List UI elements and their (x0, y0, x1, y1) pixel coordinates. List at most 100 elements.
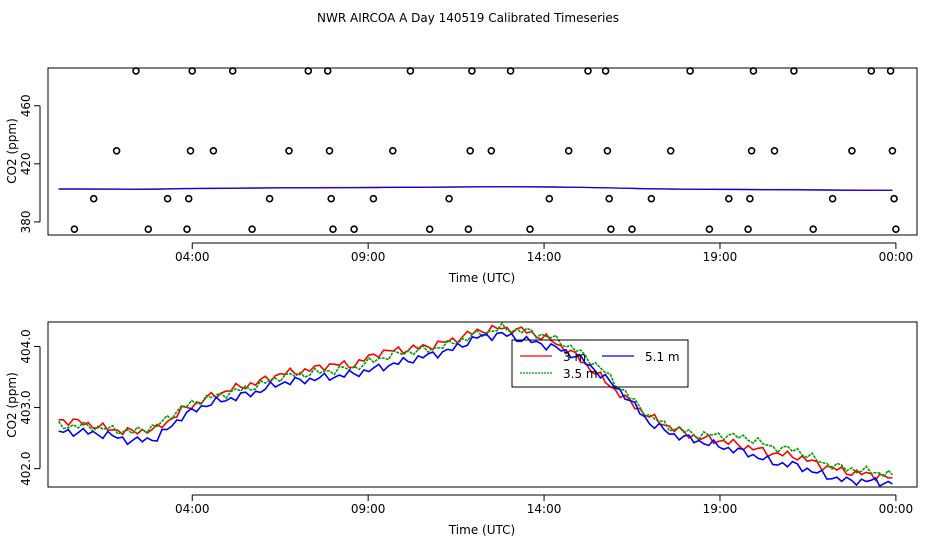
scatter-point (209, 147, 218, 155)
top-x-axis: 04:00 09:00 14:00 19:00 00:00 (175, 242, 914, 264)
bottom-series-line-35m (57, 321, 893, 479)
scatter-point (666, 147, 675, 155)
top-x-tick-label: 14:00 (527, 250, 562, 264)
scatter-point (747, 147, 756, 155)
top-y-tick-label: 420 (19, 152, 33, 175)
scatter-point (605, 194, 614, 203)
top-y-axis-label: CO2 (ppm) (5, 118, 19, 184)
bottom-y-tick-label: 404.0 (19, 329, 33, 363)
legend-label-3-5m: 3.5 m (563, 367, 598, 381)
legend: 3 m 3.5 m 5.1 m (511, 339, 689, 388)
scatter-point (350, 225, 358, 233)
scatter-point (329, 225, 337, 233)
bottom-plot-frame (47, 321, 918, 488)
scatter-point (601, 67, 610, 75)
scatter-point (487, 147, 496, 155)
top-scatter-points (70, 67, 900, 233)
scatter-point (770, 147, 779, 155)
scatter-point (265, 194, 274, 203)
top-x-tick-label: 04:00 (175, 250, 210, 264)
top-x-axis-label: Time (UTC) (448, 271, 515, 285)
top-x-tick-label: 00:00 (879, 250, 914, 264)
bottom-y-tick-label: 403.0 (19, 390, 33, 424)
scatter-point (628, 225, 636, 233)
top-plot-frame (47, 67, 918, 236)
scatter-point (70, 225, 79, 233)
top-series-line-51m (58, 186, 893, 191)
scatter-point (526, 225, 534, 233)
scatter-point (647, 194, 656, 203)
scatter-point (184, 194, 193, 203)
scatter-point (828, 194, 837, 203)
scatter-point (468, 67, 476, 75)
scatter-point (749, 67, 758, 75)
scatter-point (886, 67, 895, 75)
scatter-point (369, 194, 378, 203)
scatter-point (466, 147, 475, 155)
legend-label-3m: 3 m (563, 350, 586, 364)
scatter-point (848, 147, 856, 155)
scatter-point (506, 67, 515, 75)
legend-label-5-1m: 5.1 m (645, 350, 680, 364)
bottom-x-tick-label: 19:00 (703, 502, 738, 516)
bottom-x-tick-label: 09:00 (351, 502, 386, 516)
scatter-point (163, 194, 172, 203)
scatter-point (445, 194, 453, 203)
bottom-x-axis-label: Time (UTC) (448, 523, 515, 537)
scatter-point (464, 225, 473, 233)
bottom-y-axis: 402.0 403.0 404.0 (19, 329, 41, 486)
bottom-panel: 402.0 403.0 404.0 04:00 09:00 14:00 19:00 00:0… (5, 321, 918, 537)
scatter-point (888, 147, 897, 155)
top-x-tick-label: 09:00 (351, 250, 386, 264)
scatter-point (867, 67, 876, 75)
scatter-point (89, 194, 98, 203)
scatter-point (809, 225, 818, 233)
top-series-lines (58, 185, 893, 191)
scatter-point (406, 67, 415, 75)
scatter-point (746, 194, 754, 203)
scatter-point (724, 194, 733, 203)
bottom-x-tick-label: 00:00 (879, 502, 914, 516)
scatter-point (325, 147, 334, 155)
scatter-point (425, 225, 434, 233)
scatter-point (705, 225, 714, 233)
scatter-point (144, 225, 153, 233)
scatter-point (744, 225, 752, 233)
scatter-point (892, 225, 900, 233)
scatter-point (564, 147, 573, 155)
bottom-x-tick-label: 14:00 (527, 502, 562, 516)
bottom-x-axis: 04:00 09:00 14:00 19:00 00:00 (175, 494, 914, 516)
bottom-x-tick-label: 04:00 (175, 502, 210, 516)
top-y-tick-label: 460 (19, 94, 33, 117)
scatter-point (323, 67, 332, 75)
scatter-point (388, 147, 397, 155)
bottom-y-axis-label: CO2 (ppm) (5, 372, 19, 438)
scatter-point (132, 67, 140, 75)
bottom-y-tick-label: 402.0 (19, 451, 33, 485)
bottom-series-lines (57, 321, 893, 488)
scatter-point (112, 147, 121, 155)
bottom-series-line-3m (58, 324, 893, 482)
scatter-point (545, 194, 554, 203)
scatter-point (248, 225, 256, 233)
bottom-series-line-51m (58, 331, 893, 488)
scatter-point (186, 147, 195, 155)
scatter-point (686, 67, 694, 75)
scatter-point (603, 147, 612, 155)
scatter-point (327, 194, 336, 203)
legend-box (511, 339, 689, 388)
scatter-point (188, 67, 196, 75)
scatter-point (890, 194, 898, 203)
top-y-axis: 380 420 460 (19, 94, 41, 233)
scatter-point (183, 225, 191, 233)
scatter-point (584, 67, 592, 75)
top-x-tick-label: 19:00 (703, 250, 738, 264)
chart-title: NWR AIRCOA A Day 140519 Calibrated Times… (317, 11, 619, 25)
top-panel: 380 420 460 04:00 09:00 14:00 19:00 00:00 Time… (5, 67, 918, 285)
scatter-point (607, 225, 615, 233)
scatter-point (304, 67, 313, 75)
top-y-tick-label: 380 (19, 210, 33, 233)
scatter-point (285, 147, 293, 155)
scatter-point (790, 67, 798, 75)
